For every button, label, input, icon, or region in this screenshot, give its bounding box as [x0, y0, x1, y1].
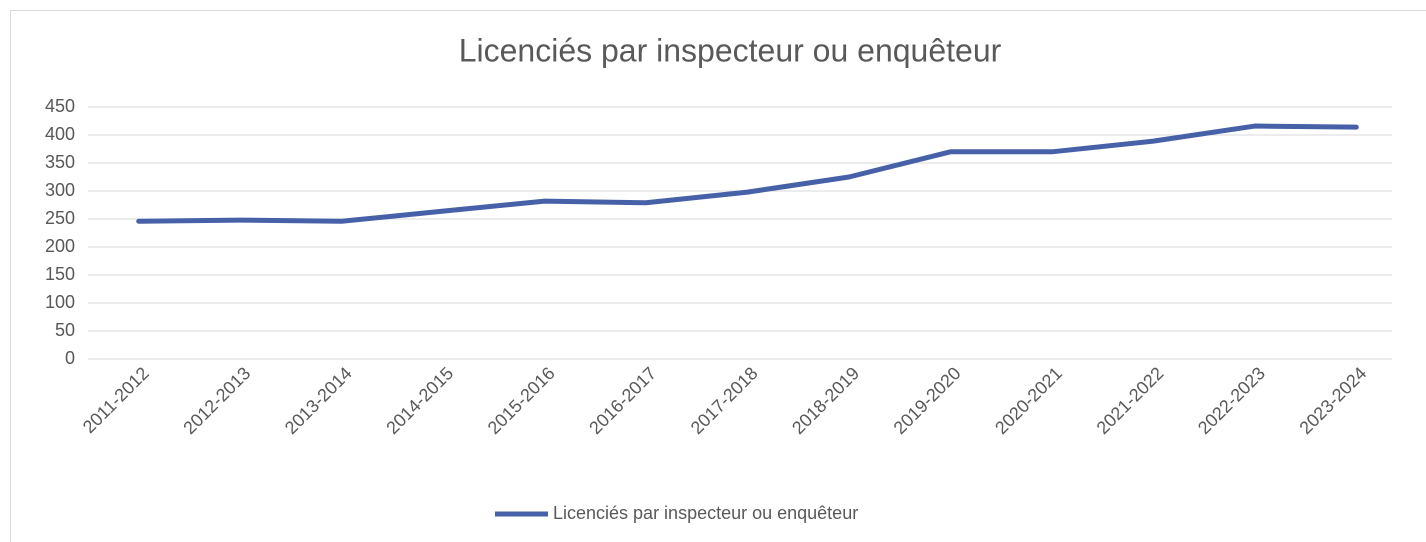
- chart-title: Licenciés par inspecteur ou enquêteur: [459, 32, 1002, 68]
- y-tick-label: 100: [45, 292, 75, 312]
- y-tick-label: 50: [55, 320, 75, 340]
- legend-label: Licenciés par inspecteur ou enquêteur: [553, 503, 858, 523]
- y-tick-label: 450: [45, 96, 75, 116]
- y-tick-label: 250: [45, 208, 75, 228]
- y-tick-label: 200: [45, 236, 75, 256]
- line-series: [136, 123, 1359, 224]
- y-tick-label: 150: [45, 264, 75, 284]
- y-tick-label: 400: [45, 124, 75, 144]
- y-tick-label: 0: [65, 348, 75, 368]
- chart-border: [10, 10, 1426, 542]
- y-tick-label: 350: [45, 152, 75, 172]
- y-tick-label: 300: [45, 180, 75, 200]
